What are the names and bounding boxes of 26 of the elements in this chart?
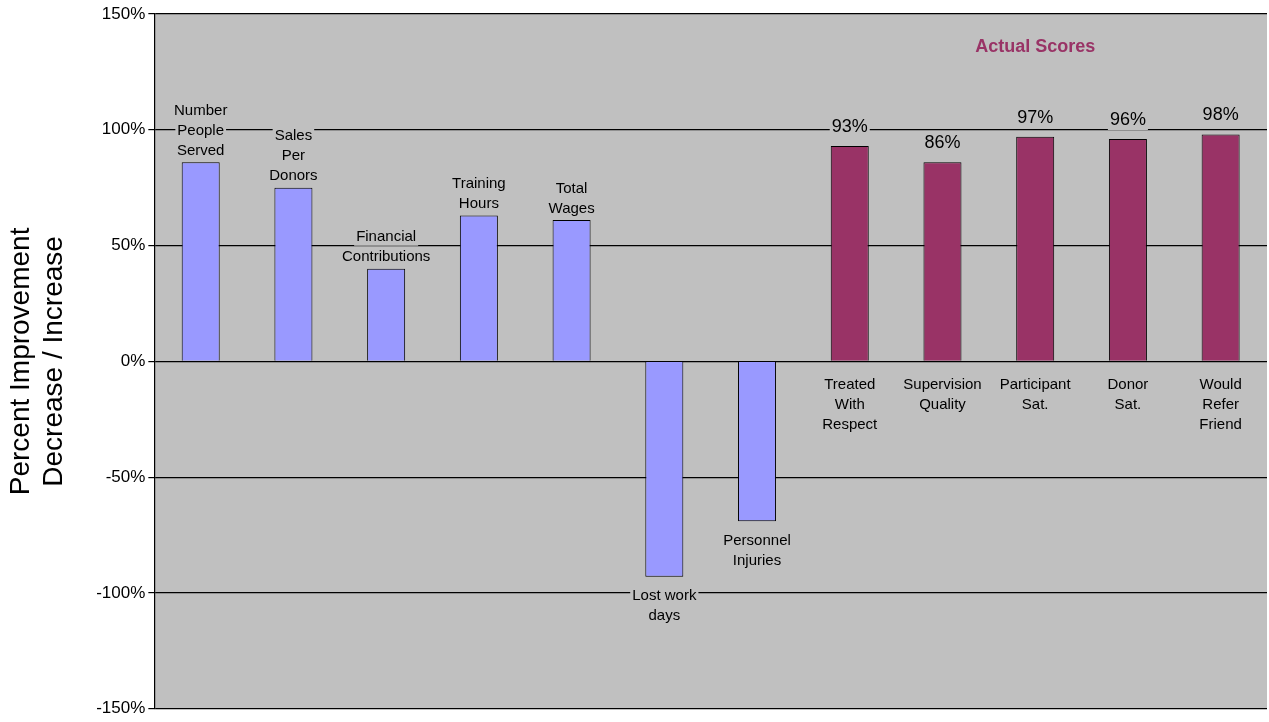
x-tick-label: Would Refer Friend xyxy=(1199,375,1242,433)
x-tick-label: Donor Sat. xyxy=(1107,375,1149,413)
y-tick-label: -150% xyxy=(96,698,146,718)
annotation: Actual Scores xyxy=(975,35,1096,56)
data-label: 96% xyxy=(1109,109,1146,130)
x-tick-label: Supervision Quality xyxy=(903,375,982,413)
x-tick-label: Lost work days xyxy=(632,586,697,624)
x-tick-label: Financial Contributions xyxy=(341,227,431,265)
y-tick-label: -50% xyxy=(105,466,146,486)
data-label: 86% xyxy=(924,132,961,153)
y-tick-label: 150% xyxy=(101,3,146,23)
y-axis-title: Percent Improvement Decrease / Increase xyxy=(3,227,69,496)
y-tick-label: -100% xyxy=(96,582,146,602)
y-tick-label: 100% xyxy=(101,119,146,139)
x-tick-label: Total Wages xyxy=(548,178,595,216)
data-label: 97% xyxy=(1017,106,1054,127)
x-tick-label: Personnel Injuries xyxy=(723,530,791,568)
y-tick-label: 50% xyxy=(111,235,146,255)
data-label: 93% xyxy=(831,115,868,136)
x-tick-label: Treated With Respect xyxy=(822,375,879,433)
x-tick-label: Training Hours xyxy=(452,174,506,212)
x-tick-label: Sales Per Donors xyxy=(269,126,318,184)
data-label: 98% xyxy=(1202,104,1239,125)
y-tick-label: 0% xyxy=(120,351,146,371)
x-tick-label: Number People Served xyxy=(174,100,228,158)
x-tick-label: Participant Sat. xyxy=(999,375,1072,413)
